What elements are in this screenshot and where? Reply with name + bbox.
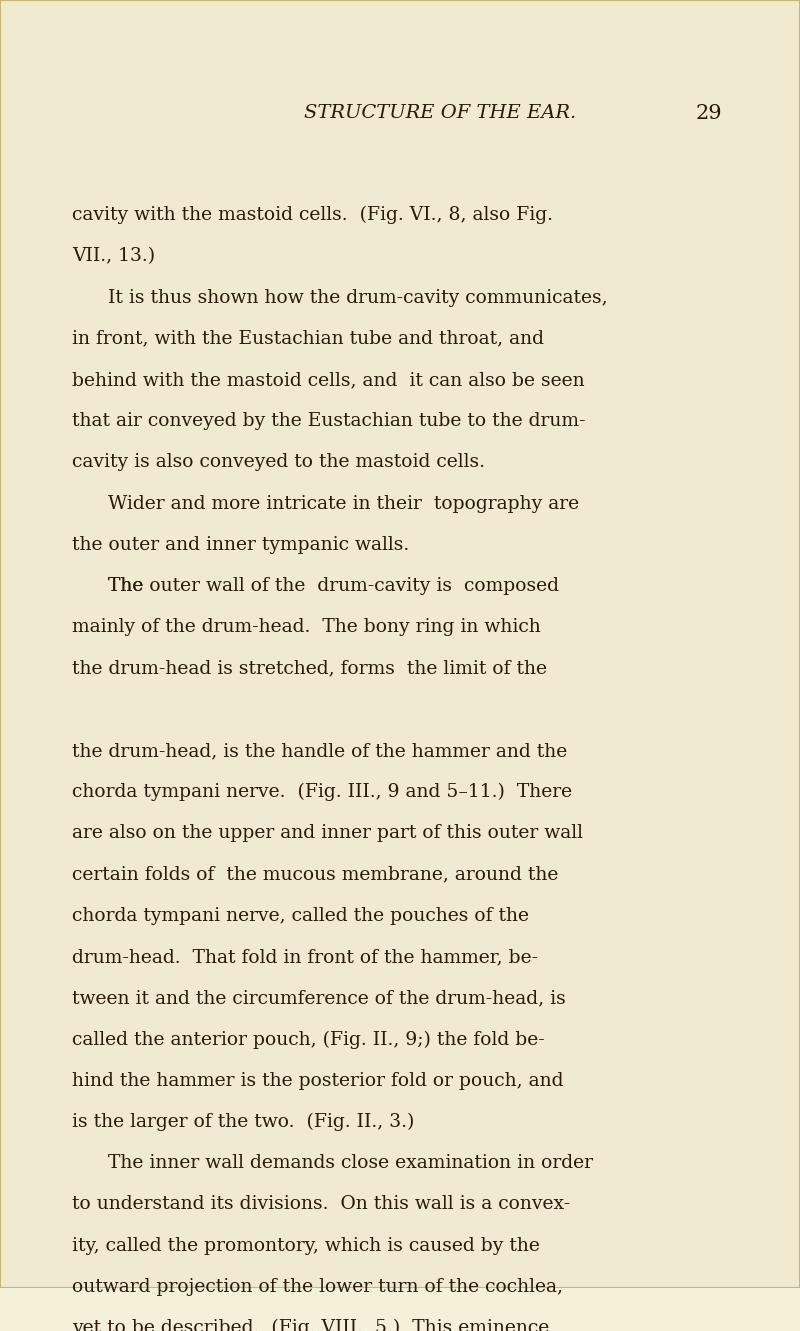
Text: mainly of the drum-head.  The bony ring in which: mainly of the drum-head. The bony ring i… xyxy=(72,619,541,636)
Text: the drum-head is stretched, forms  the limit of the: the drum-head is stretched, forms the li… xyxy=(72,660,547,677)
Text: The outer wall of the  drum-cavity is  composed: The outer wall of the drum-cavity is com… xyxy=(108,578,559,595)
Text: behind with the mastoid cells, and  it can also be seen: behind with the mastoid cells, and it ca… xyxy=(72,371,585,389)
Text: yet to be described.  (Fig. VIII., 5.)  This eminence: yet to be described. (Fig. VIII., 5.) Th… xyxy=(72,1319,550,1331)
Text: the outer and inner tympanic walls.: the outer and inner tympanic walls. xyxy=(72,536,410,554)
Text: Wider and more intricate in their  topography are: Wider and more intricate in their topogr… xyxy=(108,495,579,512)
Text: hind the hammer is the posterior fold or pouch, and: hind the hammer is the posterior fold or… xyxy=(72,1071,563,1090)
Text: The inner wall demands close examination in order: The inner wall demands close examination… xyxy=(108,1154,593,1173)
Text: cavity with the mastoid cells.  (Fig. VI., 8, also Fig.: cavity with the mastoid cells. (Fig. VI.… xyxy=(72,206,553,225)
Text: called the anterior pouch, (Fig. II., 9;) the fold be-: called the anterior pouch, (Fig. II., 9;… xyxy=(72,1030,545,1049)
Text: in front, with the Eustachian tube and throat, and: in front, with the Eustachian tube and t… xyxy=(72,330,544,347)
Text: ity, called the promontory, which is caused by the: ity, called the promontory, which is cau… xyxy=(72,1236,540,1255)
Text: VII., 13.): VII., 13.) xyxy=(72,248,155,265)
Text: drum-head.  That fold in front of the hammer, be-: drum-head. That fold in front of the ham… xyxy=(72,948,538,966)
Text: 29: 29 xyxy=(696,104,722,122)
Text: is the larger of the two.  (Fig. II., 3.): is the larger of the two. (Fig. II., 3.) xyxy=(72,1113,414,1131)
Text: tween it and the circumference of the drum-head, is: tween it and the circumference of the dr… xyxy=(72,989,566,1008)
Text: the drum-head, is the handle of the hammer and the: the drum-head, is the handle of the hamm… xyxy=(72,741,567,760)
Text: certain folds of  the mucous membrane, around the: certain folds of the mucous membrane, ar… xyxy=(72,865,558,884)
Text: cavity is also conveyed to the mastoid cells.: cavity is also conveyed to the mastoid c… xyxy=(72,454,485,471)
Text: chorda tympani nerve.  (Fig. III., 9 and 5–11.)  There: chorda tympani nerve. (Fig. III., 9 and … xyxy=(72,783,572,801)
Text: STRUCTURE OF THE EAR.: STRUCTURE OF THE EAR. xyxy=(304,104,576,122)
Text: are also on the upper and inner part of this outer wall: are also on the upper and inner part of … xyxy=(72,824,583,843)
Text: chorda tympani nerve, called the pouches of the: chorda tympani nerve, called the pouches… xyxy=(72,906,529,925)
Text: It is thus shown how the drum-cavity communicates,: It is thus shown how the drum-cavity com… xyxy=(108,289,608,306)
Text: that air conveyed by the Eustachian tube to the drum-: that air conveyed by the Eustachian tube… xyxy=(72,413,586,430)
Text: The: The xyxy=(108,578,150,595)
Text: to understand its divisions.  On this wall is a convex-: to understand its divisions. On this wal… xyxy=(72,1195,570,1214)
Text: outward projection of the lower turn of the cochlea,: outward projection of the lower turn of … xyxy=(72,1278,563,1296)
FancyBboxPatch shape xyxy=(0,0,800,1288)
